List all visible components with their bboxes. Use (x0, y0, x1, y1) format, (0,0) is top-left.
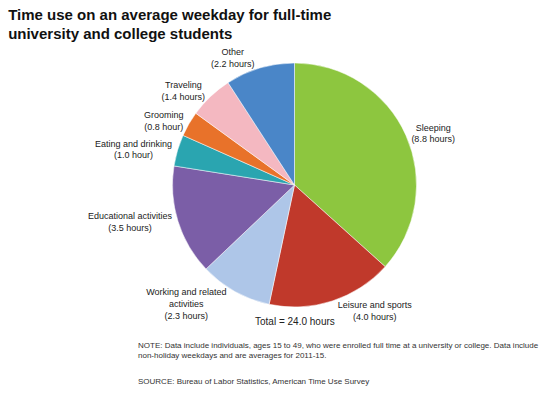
svg-text:Grooming(0.8 hour): Grooming(0.8 hour) (144, 110, 184, 132)
svg-text:Other(2.2 hours): Other(2.2 hours) (211, 47, 255, 69)
svg-text:Working and relatedactivities(: Working and relatedactivities(2.3 hours) (146, 287, 226, 320)
svg-text:Traveling(1.4 hours): Traveling(1.4 hours) (162, 80, 206, 102)
svg-text:SOURCE: Bureau of Labor Statis: SOURCE: Bureau of Labor Statistics, Amer… (138, 377, 369, 386)
svg-text:Educational activities(3.5 hou: Educational activities(3.5 hours) (88, 211, 173, 233)
svg-text:Eating and drinking(1.0 hour): Eating and drinking(1.0 hour) (95, 139, 172, 161)
svg-text:NOTE: Data include individuals: NOTE: Data include individuals, ages 15 … (138, 341, 539, 360)
svg-text:Sleeping(8.8 hours): Sleeping(8.8 hours) (411, 123, 455, 145)
svg-text:Leisure and sports(4.0 hours): Leisure and sports(4.0 hours) (338, 300, 413, 322)
svg-text:Total = 24.0 hours: Total = 24.0 hours (255, 316, 335, 327)
svg-text:Time use on an average weekday: Time use on an average weekday for full-… (8, 6, 331, 43)
